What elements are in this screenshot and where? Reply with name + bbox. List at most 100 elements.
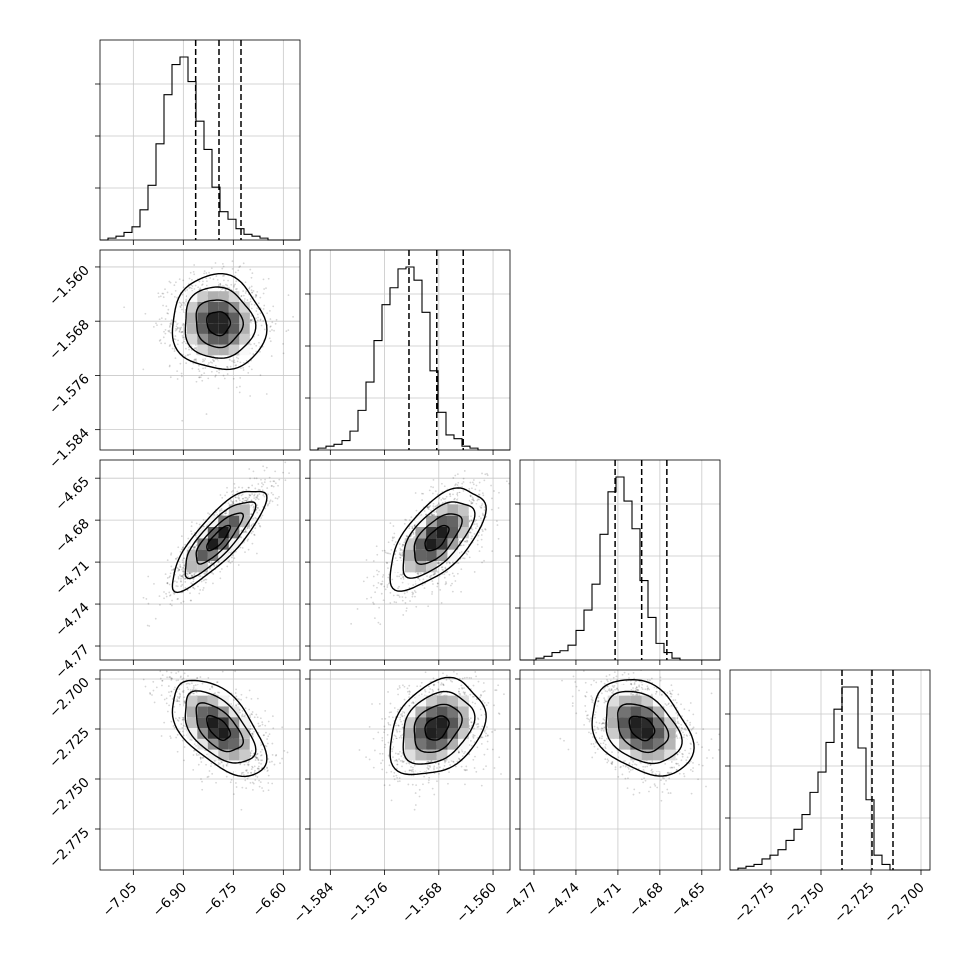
- scatter-point: [264, 478, 266, 481]
- scatter-point: [256, 504, 259, 507]
- scatter-point: [199, 287, 202, 290]
- scatter-point: [242, 361, 245, 364]
- scatter-point: [180, 548, 183, 551]
- scatter-point: [451, 590, 454, 593]
- scatter-point: [246, 539, 249, 542]
- scatter-point: [240, 367, 242, 370]
- scatter-point: [482, 494, 485, 497]
- y-tick-label-2-0: −4.77: [52, 642, 93, 683]
- scatter-point: [269, 340, 272, 343]
- scatter-point: [383, 549, 386, 552]
- scatter-point: [237, 269, 240, 272]
- scatter-point: [389, 591, 392, 594]
- scatter-point: [221, 285, 224, 287]
- scatter-point: [478, 489, 481, 492]
- scatter-point: [205, 284, 208, 287]
- scatter-point: [252, 523, 255, 525]
- scatter-point: [267, 493, 269, 496]
- scatter-point: [387, 552, 390, 555]
- scatter-point: [402, 614, 405, 616]
- scatter-point: [192, 546, 195, 549]
- scatter-point: [180, 372, 183, 375]
- scatter-point: [271, 760, 273, 763]
- scatter-point: [244, 292, 247, 294]
- scatter-point: [202, 518, 205, 521]
- scatter-point: [276, 497, 279, 500]
- scatter-point: [170, 323, 173, 326]
- scatter-point: [180, 326, 183, 329]
- scatter-point: [421, 584, 424, 587]
- scatter-point: [302, 431, 304, 433]
- scatter-point: [183, 302, 186, 304]
- scatter-point: [166, 582, 169, 584]
- density-cell: [218, 301, 229, 313]
- scatter-point: [173, 296, 176, 298]
- scatter-point: [170, 553, 172, 556]
- scatter-point: [263, 288, 266, 290]
- scatter-point: [169, 324, 171, 327]
- scatter-point: [164, 332, 167, 335]
- scatter-point: [215, 781, 217, 784]
- scatter-point: [392, 537, 394, 540]
- scatter-point: [197, 368, 200, 371]
- scatter-point: [375, 545, 378, 548]
- scatter-point: [242, 366, 245, 369]
- scatter-point: [497, 507, 500, 509]
- scatter-point: [475, 484, 478, 487]
- scatter-point: [241, 500, 244, 503]
- scatter-point: [234, 275, 236, 277]
- scatter-point: [255, 477, 258, 480]
- scatter-point: [390, 548, 393, 551]
- scatter-point: [142, 368, 145, 371]
- scatter-point: [230, 283, 233, 286]
- scatter-point: [164, 318, 167, 320]
- scatter-point: [203, 359, 206, 362]
- scatter-point: [255, 552, 258, 555]
- scatter-point: [244, 530, 247, 533]
- scatter-point: [255, 317, 257, 320]
- scatter-point: [224, 289, 227, 292]
- scatter-point: [216, 514, 219, 516]
- scatter-point: [254, 293, 257, 296]
- scatter-point: [193, 264, 196, 266]
- scatter-point: [190, 599, 193, 602]
- scatter-point: [182, 570, 185, 573]
- density-cell: [228, 323, 240, 334]
- scatter-point: [251, 542, 254, 545]
- scatter-point: [251, 291, 254, 294]
- scatter-point: [427, 605, 430, 608]
- scatter-point: [226, 486, 228, 489]
- scatter-point: [183, 557, 186, 560]
- scatter-point: [198, 376, 201, 379]
- scatter-point: [393, 601, 396, 603]
- scatter-point: [202, 587, 205, 589]
- scatter-point: [226, 565, 229, 568]
- scatter-point: [144, 685, 147, 688]
- scatter-point: [422, 492, 425, 495]
- scatter-point: [173, 338, 176, 340]
- scatter-point: [372, 560, 375, 562]
- scatter-point: [443, 576, 446, 579]
- scatter-point: [182, 286, 185, 289]
- scatter-point: [478, 481, 481, 484]
- scatter-point: [195, 380, 198, 383]
- scatter-point: [365, 559, 368, 561]
- scatter-point: [193, 359, 196, 361]
- scatter-point: [221, 496, 224, 499]
- scatter-point: [233, 482, 236, 485]
- hist-panel-1: [305, 249, 511, 455]
- scatter-point: [257, 483, 260, 485]
- scatter-point: [240, 295, 243, 298]
- x-tick-label-3-1: −2.750: [781, 880, 828, 927]
- density-cell: [197, 344, 208, 356]
- scatter-point: [164, 288, 166, 291]
- density-cell: [207, 291, 219, 302]
- scatter-point: [263, 495, 266, 498]
- scatter-point: [175, 557, 178, 560]
- scatter-point: [248, 365, 251, 368]
- scatter-point: [382, 599, 385, 602]
- scatter-point: [235, 364, 238, 367]
- scatter-point: [223, 377, 226, 380]
- density-cell: [197, 301, 208, 313]
- density-cell: [207, 280, 219, 292]
